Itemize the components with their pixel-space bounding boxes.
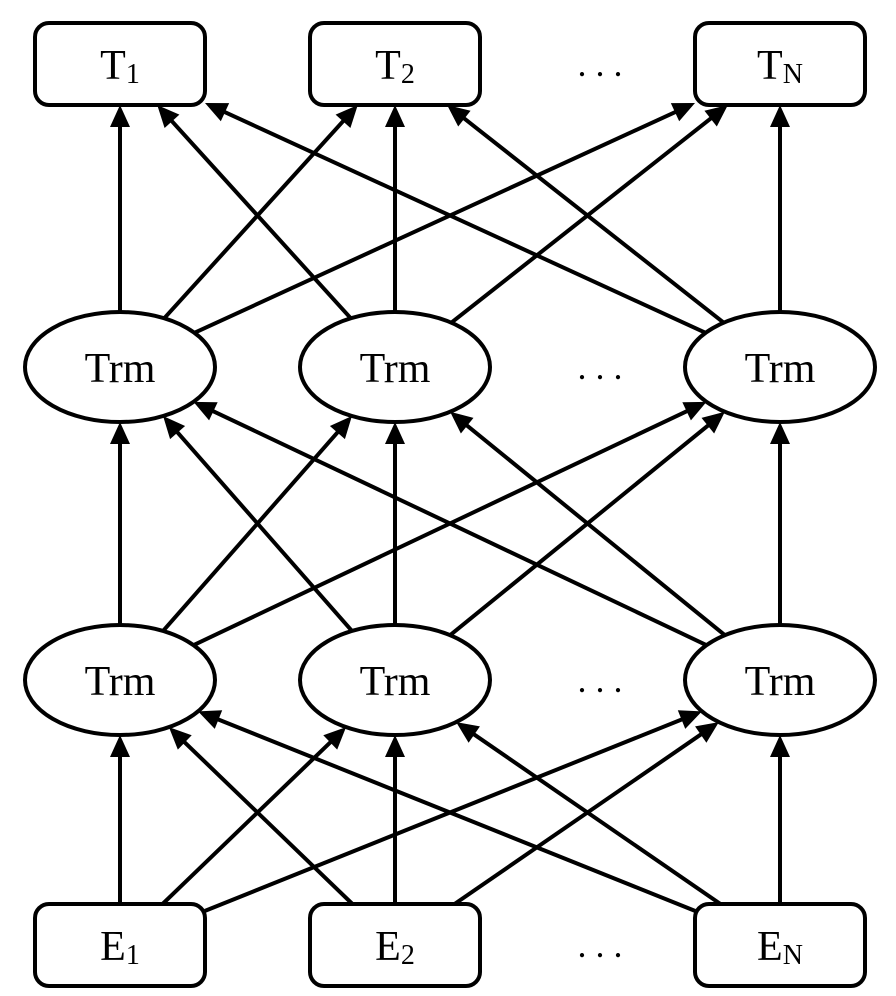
ellipsis-trm-upper: . . . (578, 347, 623, 387)
edge (459, 419, 724, 635)
arrowhead (385, 105, 405, 127)
arrowhead (770, 422, 790, 444)
arrowhead (695, 722, 719, 743)
ellipsis-outputs: . . . (578, 44, 623, 84)
edge (163, 425, 344, 631)
arrowhead (385, 735, 405, 757)
edge (457, 112, 724, 322)
edge (450, 419, 715, 635)
edge (194, 108, 684, 333)
arrowhead (110, 422, 130, 444)
edge (216, 108, 706, 333)
transformer-diagram: T1T2TNTrmTrmTrmTrmTrmTrmE1E2EN. . .. . .… (0, 0, 896, 996)
edge (163, 736, 338, 904)
trm-lower-3-label: Trm (745, 659, 816, 705)
edge (451, 112, 718, 322)
trm-lower-1-label: Trm (85, 659, 156, 705)
edge (455, 729, 709, 904)
nodes-layer: T1T2TNTrmTrmTrmTrmTrmTrmE1E2EN. . .. . .… (25, 23, 875, 986)
trm-lower-2-label: Trm (360, 659, 431, 705)
trm-upper-1-label: Trm (85, 346, 156, 392)
arrowhead (110, 735, 130, 757)
arrowhead (770, 735, 790, 757)
ellipsis-inputs: . . . (578, 925, 623, 965)
trm-upper-3-label: Trm (745, 346, 816, 392)
arrowhead (456, 722, 480, 743)
arrowhead (110, 105, 130, 127)
edge (204, 407, 706, 645)
arrowhead (770, 105, 790, 127)
edges-layer (110, 103, 790, 911)
edge (171, 425, 352, 631)
edge (193, 407, 695, 645)
ellipsis-trm-lower: . . . (578, 660, 623, 700)
arrowhead (385, 422, 405, 444)
trm-upper-2-label: Trm (360, 346, 431, 392)
